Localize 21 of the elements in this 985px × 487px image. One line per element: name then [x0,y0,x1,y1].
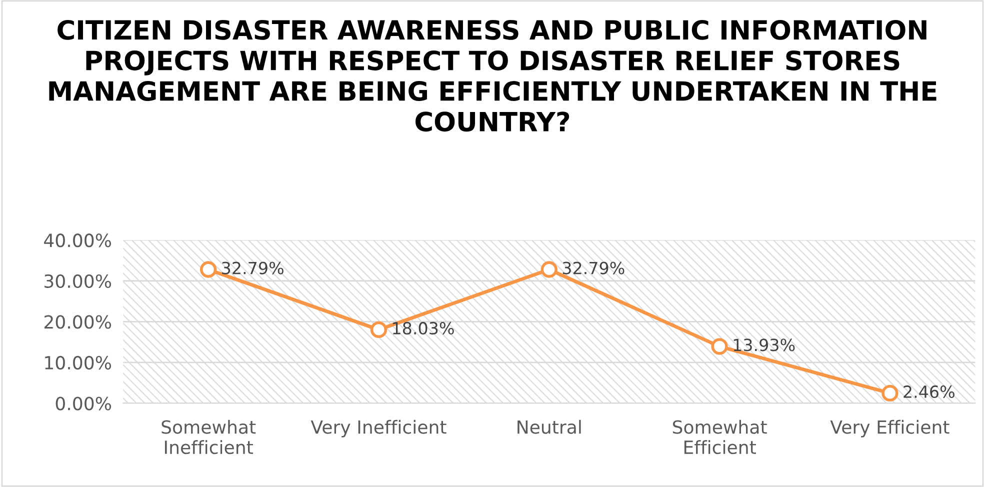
y-tick-label: 30.00% [44,274,112,288]
data-label: 13.93% [734,338,795,352]
data-label: 2.46% [904,385,954,398]
x-tick-label: Very Inefficient [310,420,446,438]
y-tick-label: 10.00% [45,356,112,370]
x-tick-label: Very Efficient [830,420,950,438]
y-tick-label: 20.00% [44,315,112,329]
point [200,261,217,278]
data-label: 18.03% [393,322,454,335]
y-tick-label: 0.00% [56,396,112,410]
data-label: 32.79% [222,262,284,274]
chart-title: CITIZEN DISASTER AWARENESS AND PUBLIC INFORMATION PROJECTS WITH RESPECT TO DISASTER RELIEF STORES MANAGEMENT ARE BEING EFFICIENTLY UNDERTAKEN IN THE COUNTRY? [49,20,936,132]
point [370,321,388,338]
point [540,261,558,278]
y-tick-label: 40.00% [44,234,112,248]
data-label: 32.79% [562,262,624,274]
x-tick-label: Somewhat Efficient [672,420,767,454]
point [711,338,728,355]
point [882,384,898,402]
x-tick-label: Neutral [518,420,581,434]
x-tick-label: Somewhat Inefficient [162,420,256,454]
